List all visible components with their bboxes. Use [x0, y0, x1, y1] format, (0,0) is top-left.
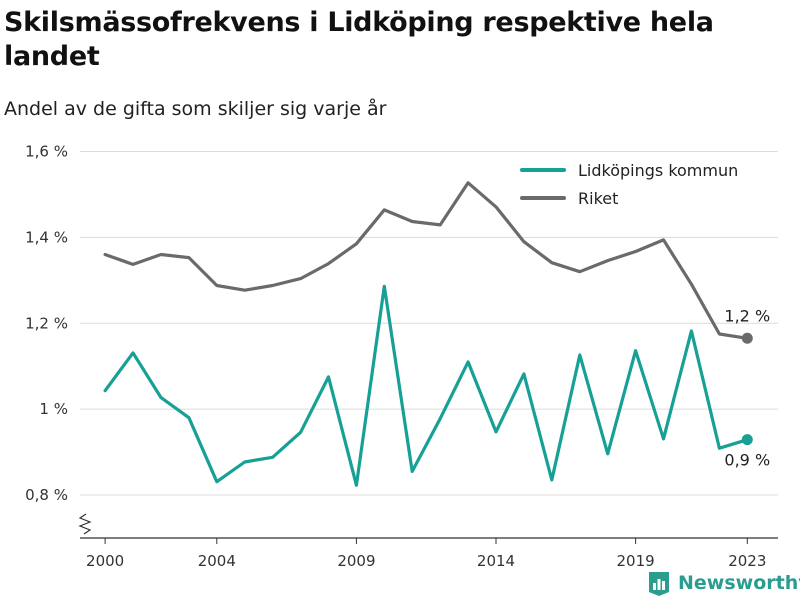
x-tick-label: 2019 [617, 552, 655, 570]
x-tick-label: 2023 [728, 552, 766, 570]
y-tick-label: 1 % [39, 400, 68, 418]
y-tick-label: 1,6 % [25, 142, 68, 160]
series-end-point [741, 332, 753, 344]
y-tick-label: 0,8 % [25, 486, 68, 504]
x-tick-label: 2004 [198, 552, 236, 570]
newsworthy-logo-icon [649, 572, 669, 596]
y-tick-label: 1,2 % [25, 314, 68, 332]
series-line [103, 284, 749, 487]
series-end-label: 1,2 % [724, 306, 770, 325]
gridlines [80, 150, 778, 496]
chart-title: Skilsmässofrekvens i Lidköping respektiv… [4, 7, 714, 72]
brand-name: Newsworthy [678, 572, 800, 594]
x-tick-label: 2000 [86, 552, 124, 570]
series-layer: 0,9 % 1,2 % [103, 181, 770, 487]
chart-subtitle: Andel av de gifta som skiljer sig varje … [4, 98, 387, 120]
legend-label: Lidköpings kommun [578, 161, 738, 180]
legend: Lidköpings kommun Riket [514, 156, 766, 208]
newsworthy-logo: Newsworthy [646, 568, 800, 598]
legend-label: Riket [578, 189, 618, 208]
x-tick-label: 2009 [337, 552, 375, 570]
x-tick-label: 2014 [477, 552, 515, 570]
axis-break-icon [78, 513, 92, 535]
axes: 0,8 % 1 % 1,2 % 1,4 % 1,6 % 2000 2004 2009 2014 2… [25, 142, 778, 570]
y-tick-label: 1,4 % [25, 228, 68, 246]
series-end-point [741, 434, 753, 446]
series-line [103, 181, 749, 340]
series-end-label: 0,9 % [724, 451, 770, 470]
